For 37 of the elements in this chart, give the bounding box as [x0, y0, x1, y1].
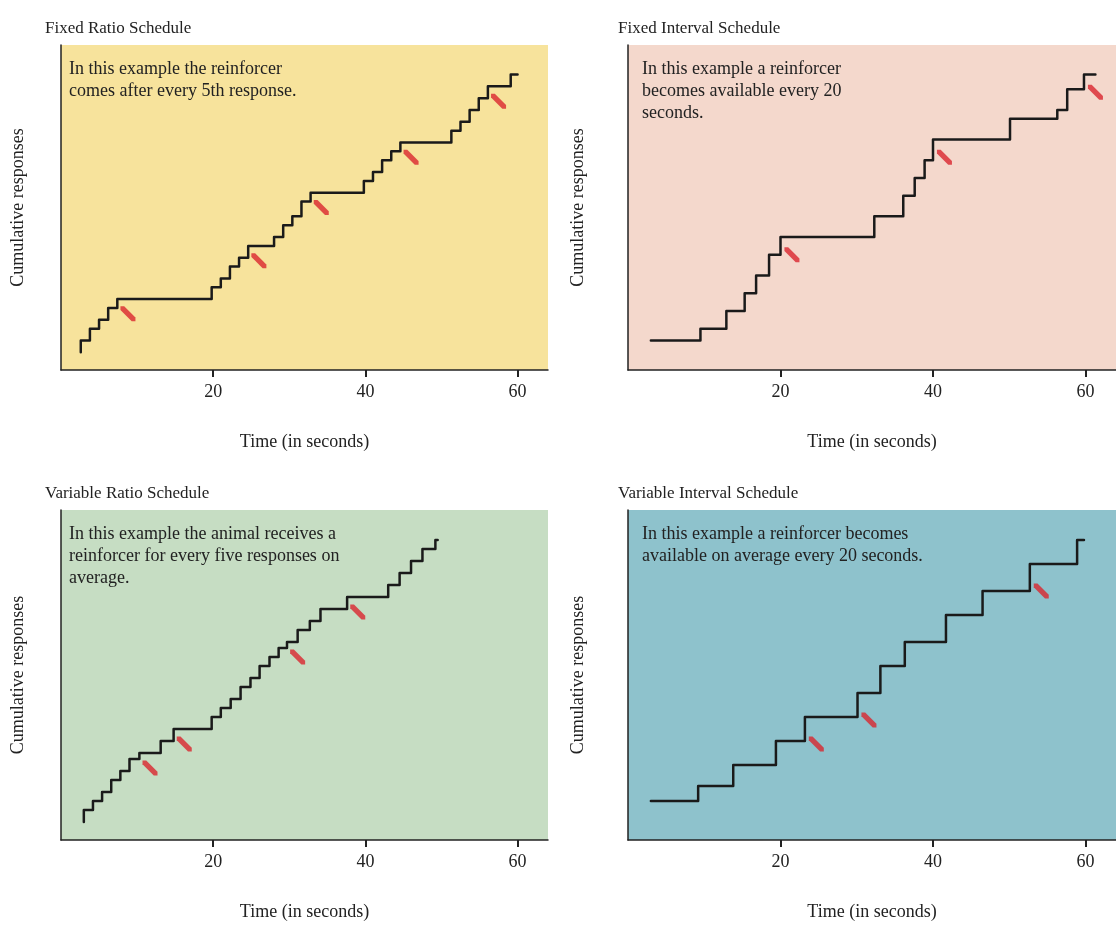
x-tick-label: 60 [1076, 851, 1095, 871]
point [313, 200, 329, 215]
x-tick-label: 20 [204, 381, 223, 401]
point [350, 604, 366, 620]
y-axis-title: Cumulative responses [7, 128, 27, 287]
point [142, 760, 158, 776]
x-axis-title: Time (in seconds) [807, 901, 937, 922]
x-tick-label: 40 [356, 851, 375, 871]
point [290, 649, 306, 665]
annotation: In this example the reinforcer comes after every 5th response. [69, 58, 297, 100]
point [176, 736, 192, 752]
y-axis-title: Cumulative responses [567, 128, 587, 287]
x-axis-title: Time (in seconds) [807, 431, 937, 452]
x-tick-label: 20 [204, 851, 223, 871]
x-tick-label: 40 [924, 381, 942, 401]
x-tick-label: 40 [356, 381, 375, 401]
point [251, 253, 267, 269]
annotation: In this example the animal receives a reinforcer for every five responses on average. [69, 523, 344, 587]
x-axis-title: Time (in seconds) [239, 901, 370, 922]
y-axis-title: Cumulative responses [7, 595, 27, 755]
chart-title: Variable Interval Schedule [618, 483, 799, 502]
x-tick-label: 60 [508, 851, 527, 871]
annotation: In this example a reinforcer becomes available on average every 20 seconds. [642, 523, 923, 565]
annotation: In this example a reinforcer becomes available every 20 seconds. [642, 58, 846, 122]
point [491, 93, 507, 109]
chart-title: Variable Ratio Schedule [45, 483, 210, 502]
y-axis-title: Cumulative responses [567, 595, 587, 755]
x-axis-title: Time (in seconds) [239, 431, 370, 452]
x-tick-label: 60 [508, 381, 527, 401]
x-tick-label: 20 [771, 381, 790, 401]
x-tick-label: 20 [771, 851, 790, 871]
x-tick-label: 60 [1076, 381, 1095, 401]
point [120, 306, 136, 322]
chart-title: Fixed Interval Schedule [618, 18, 781, 37]
chart-title: Fixed Ratio Schedule [45, 18, 192, 37]
x-tick-label: 40 [924, 851, 942, 871]
point [403, 149, 419, 165]
